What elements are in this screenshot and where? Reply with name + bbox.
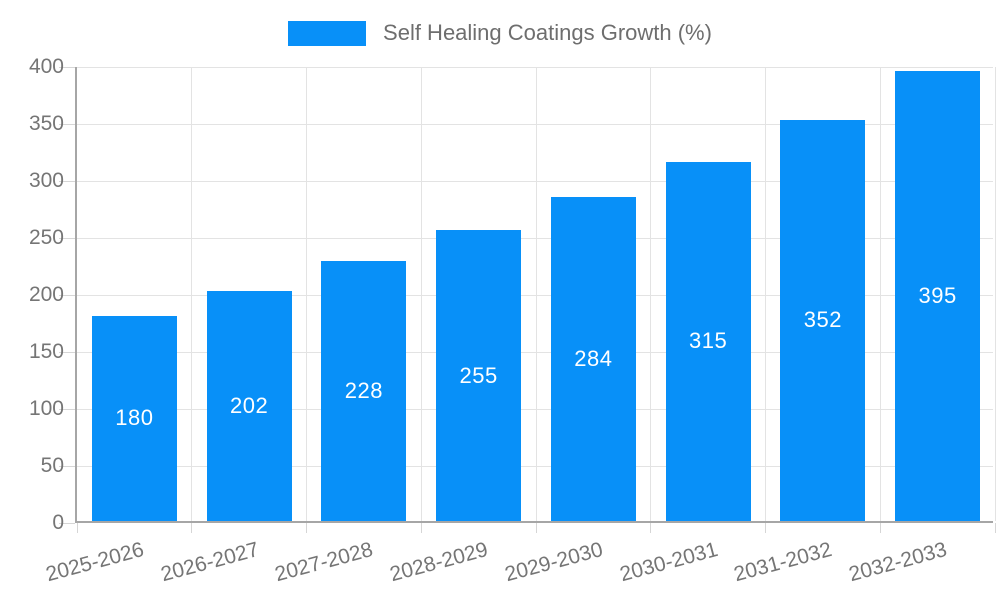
x-tick-mark <box>76 523 78 533</box>
x-tick-mark <box>765 523 766 533</box>
chart-legend: Self Healing Coatings Growth (%) <box>0 20 1000 46</box>
x-tick-mark <box>994 523 996 533</box>
x-axis-tick-label: 2026-2027 <box>158 538 262 587</box>
y-axis-tick-label: 250 <box>28 226 64 249</box>
x-axis-tick-label: 2028-2029 <box>387 538 491 587</box>
bar-2027-2028: 228 <box>321 261 407 521</box>
bar-value-label: 284 <box>574 346 613 372</box>
bar-value-label: 395 <box>918 282 957 308</box>
y-axis-tick-label: 150 <box>28 340 64 363</box>
y-tick-mark <box>59 237 75 239</box>
x-tick-mark <box>535 523 537 533</box>
x-tick-mark <box>879 523 881 533</box>
bar-2029-2030: 284 <box>550 197 636 521</box>
x-tick-mark <box>306 523 307 533</box>
legend-label[interactable]: Self Healing Coatings Growth (%) <box>383 20 712 45</box>
x-tick-mark <box>191 523 193 533</box>
x-tick-mark <box>650 523 652 533</box>
bar-value-label: 180 <box>115 405 154 431</box>
legend-swatch-icon[interactable] <box>288 20 367 46</box>
y-axis-tick-label: 0 <box>52 511 64 534</box>
y-tick-mark <box>59 180 75 182</box>
bar-value-label: 315 <box>689 328 728 354</box>
x-axis-tick-label: 2031-2032 <box>731 538 835 587</box>
bar-2026-2027: 202 <box>206 290 292 521</box>
gridline-horizontal <box>77 294 993 296</box>
bar-2031-2032: 352 <box>780 119 866 521</box>
bar-value-label: 228 <box>344 378 383 404</box>
gridline-horizontal <box>77 237 993 239</box>
gridline-horizontal <box>77 123 993 125</box>
y-tick-mark <box>59 408 75 410</box>
gridline-vertical <box>191 67 193 521</box>
gridline-vertical <box>879 67 881 521</box>
gridline-horizontal <box>77 465 993 467</box>
gridline-vertical <box>650 67 652 521</box>
gridline-horizontal <box>77 180 993 182</box>
y-axis-tick-label: 300 <box>28 169 64 192</box>
x-axis-tick-label: 2030-2031 <box>617 538 721 587</box>
bar-2028-2029: 255 <box>436 230 522 521</box>
gridline-horizontal <box>77 66 993 68</box>
y-axis-tick-label: 100 <box>28 397 64 420</box>
x-axis-tick-label: 2025-2026 <box>43 538 147 587</box>
y-tick-mark <box>59 66 75 68</box>
y-tick-mark <box>59 465 75 467</box>
y-tick-mark <box>59 123 75 125</box>
x-axis-tick-label: 2029-2030 <box>502 538 606 587</box>
bar-value-label: 255 <box>459 362 498 388</box>
y-axis-tick-label: 200 <box>28 283 64 306</box>
gridline-vertical <box>994 67 996 521</box>
x-axis-tick-label: 2027-2028 <box>272 538 376 587</box>
y-axis-tick-label: 50 <box>40 454 64 477</box>
bar-value-label: 352 <box>803 307 842 333</box>
plot-area: 180 202 228 255 284 315 352 395 <box>59 66 996 533</box>
gridline-vertical <box>420 67 422 521</box>
bar-2030-2031: 315 <box>665 161 751 521</box>
y-tick-mark <box>59 522 75 524</box>
gridline-horizontal <box>77 408 993 410</box>
y-axis-tick-label: 400 <box>28 55 64 78</box>
gridline-horizontal <box>77 351 993 353</box>
gridline-vertical <box>535 67 537 521</box>
x-axis-tick-label: 2032-2033 <box>846 538 950 587</box>
y-tick-mark <box>59 294 75 296</box>
gridline-vertical <box>765 67 766 521</box>
y-axis-tick-label: 350 <box>28 112 64 135</box>
x-tick-mark <box>420 523 422 533</box>
bar-2025-2026: 180 <box>91 315 177 521</box>
gridline-vertical <box>306 67 307 521</box>
bar-value-label: 202 <box>230 392 269 418</box>
bar-2032-2033: 395 <box>895 70 981 521</box>
y-tick-mark <box>59 351 75 353</box>
